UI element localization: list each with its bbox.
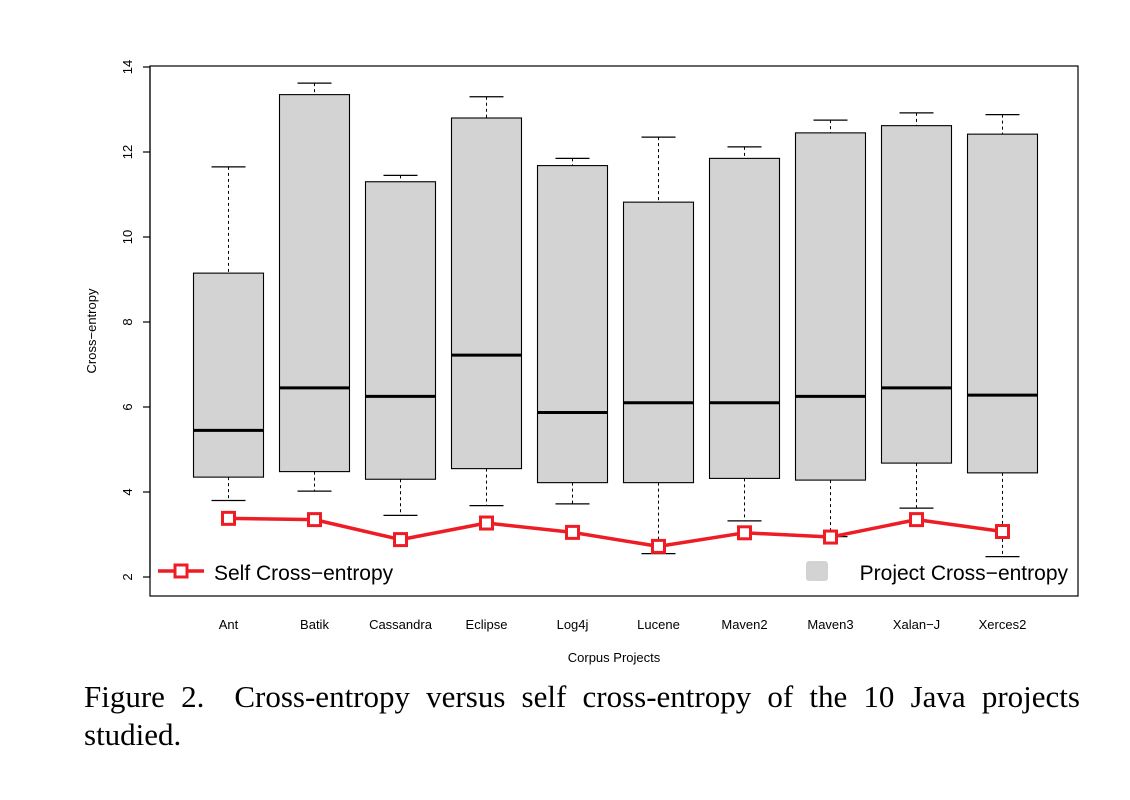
self-cross-entropy-point — [393, 532, 408, 548]
box-plot-chart: 2 4 6 8 10 12 14 Ant Batik Cassandra Eclipse Log4j L… — [84, 60, 1079, 665]
x-tick-label: Eclipse — [466, 617, 508, 632]
box-2 — [278, 82, 351, 492]
box-9 — [880, 112, 953, 509]
x-tick-label: Ant — [219, 617, 239, 632]
box-body — [966, 133, 1039, 474]
legend-box-label: Project Cross−entropy — [860, 562, 1069, 585]
boxes-layer — [192, 82, 1039, 558]
self-cross-entropy-point — [565, 524, 580, 540]
y-tick-label: 4 — [120, 488, 135, 495]
x-tick-label: Batik — [300, 617, 329, 632]
y-tick-label: 10 — [120, 230, 135, 244]
y-axis-label: Cross−entropy — [84, 288, 99, 373]
x-tick-label: Lucene — [637, 617, 680, 632]
x-tick-label: Xerces2 — [979, 617, 1027, 632]
figure-number: Figure 2. — [84, 679, 205, 714]
self-cross-entropy-point — [823, 529, 838, 545]
self-cross-entropy-line — [228, 516, 1003, 549]
x-axis-label: Corpus Projects — [568, 650, 661, 665]
box-10 — [966, 113, 1039, 558]
box-1 — [192, 166, 265, 502]
self-cross-entropy-point — [995, 524, 1010, 540]
figure-caption: Figure 2. Cross-entropy versus self cross… — [84, 678, 1080, 754]
axis-layer: 2 4 6 8 10 12 14 Ant Batik Cassandra Eclipse Log4j L… — [120, 60, 1026, 632]
box-3 — [364, 174, 437, 516]
y-tick-label: 12 — [120, 145, 135, 159]
y-tick-label: 6 — [120, 403, 135, 410]
box-body — [192, 272, 265, 478]
x-tick-label: Cassandra — [369, 617, 433, 632]
x-tick-label: Maven2 — [721, 617, 767, 632]
legend: Self Cross−entropy Project Cross−entropy — [158, 561, 1068, 585]
y-tick-label: 14 — [120, 60, 135, 74]
self-cross-entropy-point — [221, 510, 236, 526]
box-body — [450, 117, 523, 470]
box-6 — [622, 136, 695, 555]
box-body — [622, 201, 695, 484]
box-4 — [450, 96, 523, 507]
legend-line-marker — [173, 563, 189, 579]
box-8 — [794, 119, 867, 538]
box-body — [364, 181, 437, 480]
box-body — [794, 132, 867, 481]
self-cross-entropy-layer — [221, 510, 1010, 554]
y-tick-label: 2 — [120, 573, 135, 580]
self-cross-entropy-point — [909, 512, 924, 528]
figure-caption-text: Cross-entropy versus self cross-entropy … — [84, 679, 1080, 752]
x-tick-label: Maven3 — [807, 617, 853, 632]
self-cross-entropy-point — [737, 525, 752, 541]
legend-box-swatch — [806, 561, 828, 581]
box-body — [278, 94, 351, 473]
box-7 — [708, 146, 781, 522]
box-body — [708, 157, 781, 479]
self-cross-entropy-point — [307, 512, 322, 528]
x-tick-label: Xalan−J — [893, 617, 940, 632]
x-tick-label: Log4j — [557, 617, 589, 632]
y-tick-label: 8 — [120, 318, 135, 325]
box-body — [880, 125, 953, 464]
self-cross-entropy-point — [479, 515, 494, 531]
self-cross-entropy-point — [651, 538, 666, 554]
box-body — [536, 165, 609, 484]
legend-line-label: Self Cross−entropy — [214, 562, 394, 585]
box-5 — [536, 157, 609, 505]
